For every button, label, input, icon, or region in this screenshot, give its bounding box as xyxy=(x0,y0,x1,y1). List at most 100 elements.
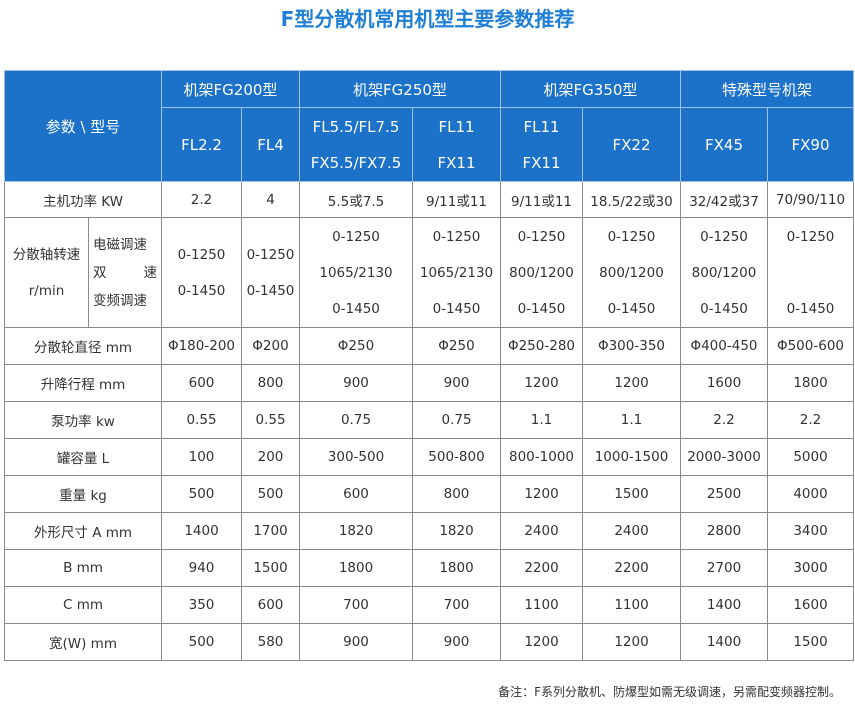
row-label: 泵功率 kw xyxy=(4,401,162,439)
value-cell: 2400 xyxy=(500,512,583,550)
value-cell: 800 xyxy=(412,475,501,513)
value-cell: 200 xyxy=(241,438,300,476)
speed-row: 分散轴转速 r/min 电磁调速双速变频调速 0-1250 0-1450 0-1250 0-… xyxy=(4,217,854,328)
value-cell: 1600 xyxy=(680,364,768,402)
value-cell: 2500 xyxy=(680,475,768,513)
value-cell: 70/90/110 xyxy=(767,181,854,218)
value-cell: 2200 xyxy=(582,549,681,587)
value-cell: 4000 xyxy=(767,475,854,513)
speed-mode-char: 速 xyxy=(143,264,158,281)
value-cell: 600 xyxy=(161,364,242,402)
speed-value: 0-1250 xyxy=(786,228,835,245)
speed-mode-char: 双 xyxy=(93,264,107,281)
model-name: FL11 xyxy=(438,117,475,136)
value-cell: 900 xyxy=(299,364,413,402)
value-cell: 0.75 xyxy=(299,401,413,439)
row-label: 重量 kg xyxy=(4,475,162,513)
value-cell: 1500 xyxy=(767,623,854,661)
spec-row: C mm 350 600 700 700 1100 1100 1400 1600 xyxy=(4,586,854,624)
row-label: 罐容量 L xyxy=(4,438,162,476)
value-cell: 5000 xyxy=(767,438,854,476)
speed-value: 0-1250 xyxy=(246,246,295,263)
row-label: B mm xyxy=(4,549,162,587)
speed-value: 800/1200 xyxy=(599,264,664,281)
value-cell: 1200 xyxy=(582,623,681,661)
footnote: 备注：F系列分散机、防爆型如需无级调速，另需配变频器控制。 xyxy=(498,685,841,699)
value-cell: 1200 xyxy=(500,623,583,661)
value-cell: 1800 xyxy=(299,549,413,587)
value-cell: 2800 xyxy=(680,512,768,550)
speed-value: 0-1250 xyxy=(177,246,226,263)
model-header-cell: FL11 FX11 xyxy=(500,107,583,182)
value-cell: 2.2 xyxy=(161,181,242,218)
model-name: FX5.5/FX7.5 xyxy=(310,153,402,172)
spec-row: 罐容量 L 100 200 300-500 500-800 800-1000 1000-15… xyxy=(4,438,854,476)
value-cell: 500 xyxy=(161,475,242,513)
page-title: F型分散机常用机型主要参数推荐 xyxy=(280,7,575,31)
value-cell: Φ250 xyxy=(299,327,413,365)
value-cell: Φ250 xyxy=(412,327,501,365)
header-group-row: 参数 \ 型号 机架FG200型 机架FG250型 机架FG350型 特殊型号机… xyxy=(4,70,854,182)
row-label: 升降行程 mm xyxy=(4,364,162,402)
header-model-row: FL2.2 FL4 FL5.5/FL7.5 FX5.5/FX7.5 FL11 FX11 FL… xyxy=(5,107,854,182)
value-cell: 2000-3000 xyxy=(680,438,768,476)
value-cell: 1400 xyxy=(680,623,768,661)
speed-value: 1065/2130 xyxy=(319,264,393,281)
value-cell: 1800 xyxy=(412,549,501,587)
speed-value: 0-1450 xyxy=(332,300,380,317)
power-row: 主机功率 KW 2.2 4 5.5或7.5 9/11或11 9/11或11 18.5/22或… xyxy=(4,181,854,218)
value-cell: 1500 xyxy=(241,549,300,587)
speed-value: 800/1200 xyxy=(509,264,574,281)
value-cell: 300-500 xyxy=(299,438,413,476)
model-name: FX11 xyxy=(522,153,561,172)
value-cell: Φ250-280 xyxy=(500,327,583,365)
value-cell: 800-1000 xyxy=(500,438,583,476)
value-cell: 800 xyxy=(241,364,300,402)
value-cell: 0.55 xyxy=(241,401,300,439)
value-cell: 2400 xyxy=(582,512,681,550)
group-fg200: 机架FG200型 xyxy=(161,70,300,108)
value-cell: 32/42或37 xyxy=(680,181,768,218)
model-header-cell: FL2.2 xyxy=(161,107,242,182)
spec-row: 宽(W) mm 500 580 900 900 1200 1200 1400 1500 xyxy=(4,623,854,661)
spec-row: 分散轮直径 mm Φ180-200 Φ200 Φ250 Φ250 Φ250-280 Φ300… xyxy=(4,327,854,365)
value-cell: 1500 xyxy=(582,475,681,513)
param-model-corner: 参数 \ 型号 xyxy=(4,70,162,182)
speed-mode: 电磁调速 xyxy=(93,236,147,253)
speed-label-line: 分散轴转速 xyxy=(12,246,81,263)
group-fg350: 机架FG350型 xyxy=(500,70,681,108)
value-cell: 1200 xyxy=(582,364,681,402)
value-cell: Φ180-200 xyxy=(161,327,242,365)
value-cell: 1820 xyxy=(299,512,413,550)
value-cell: 600 xyxy=(241,586,300,624)
value-cell: 940 xyxy=(161,549,242,587)
spec-row: 升降行程 mm 600 800 900 900 1200 1200 1600 1800 xyxy=(4,364,854,402)
speed-value: 0-1450 xyxy=(177,282,226,299)
value-cell: 350 xyxy=(161,586,242,624)
speed-value: 1065/2130 xyxy=(419,264,494,281)
group-special: 特殊型号机架 xyxy=(680,70,854,108)
speed-value: 0-1450 xyxy=(432,300,481,317)
speed-value-cell: 0-1250 800/1200 0-1450 xyxy=(582,217,681,328)
speed-value-cell: 0-1250 0-1450 xyxy=(161,217,242,328)
value-cell: 1820 xyxy=(412,512,501,550)
speed-modes: 电磁调速双速变频调速 xyxy=(88,217,162,328)
value-cell: 580 xyxy=(241,623,300,661)
model-name: FX90 xyxy=(791,135,830,154)
row-label: 外形尺寸 A mm xyxy=(4,512,162,550)
value-cell: 600 xyxy=(299,475,413,513)
value-cell: Φ300-350 xyxy=(582,327,681,365)
model-name: FX11 xyxy=(437,153,476,172)
speed-value: 0-1450 xyxy=(517,300,566,317)
model-name: FL11 xyxy=(523,117,560,136)
value-cell: 1100 xyxy=(500,586,583,624)
speed-value-cell: 0-1250 1065/2130 0-1450 xyxy=(299,217,413,328)
speed-value-cell: 0-1250 800/1200 0-1450 xyxy=(500,217,583,328)
speed-value: 0-1250 xyxy=(517,228,566,245)
value-cell: 100 xyxy=(161,438,242,476)
model-header-cell: FL4 xyxy=(241,107,300,182)
value-cell: Φ200 xyxy=(241,327,300,365)
value-cell: 500 xyxy=(161,623,242,661)
speed-value-cell: 0-1250 0-1450 xyxy=(767,217,854,328)
value-cell: 500-800 xyxy=(412,438,501,476)
